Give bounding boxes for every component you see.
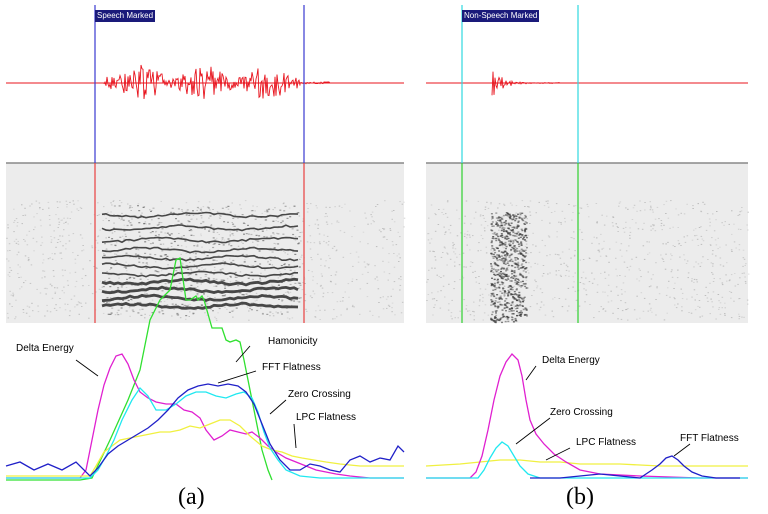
- speech-marked-tag[interactable]: Speech Marked: [95, 10, 156, 22]
- curve-b-delta-energy: [426, 353, 748, 479]
- feature-curves-b: [425, 353, 748, 479]
- nonspeech-marked-tag[interactable]: Non-Speech Marked: [462, 10, 540, 22]
- label-a-delta-energy: Delta Energy: [16, 343, 74, 354]
- label-b-lpc-flatness: LPC Flatness: [576, 437, 637, 448]
- label-a-harmonicity: Hamonicity: [268, 336, 318, 347]
- label-a-zero-crossing: Zero Crossing: [288, 389, 351, 400]
- waveform-b: [491, 71, 561, 96]
- curve-a-zero-crossing: [6, 386, 404, 479]
- waveform-a: [103, 64, 331, 100]
- label-b-delta-energy: Delta Energy: [542, 355, 600, 366]
- label-a-fft-flatness: FFT Flatness: [262, 362, 321, 373]
- annotation-arrows: [75, 345, 691, 461]
- feature-curves-a: [5, 257, 405, 481]
- label-a-lpc-flatness: LPC Flatness: [296, 412, 357, 423]
- curve-b-lpc-flatness: [425, 459, 748, 467]
- caption-b: (b): [566, 484, 594, 510]
- curve-a-harmonicity: [6, 257, 273, 481]
- caption-a: (a): [178, 484, 205, 510]
- curve-a-lpc-flatness: [6, 419, 404, 477]
- spectrogram-b: [426, 162, 750, 324]
- curve-a-delta-energy: [6, 353, 404, 479]
- label-b-fft-flatness: FFT Flatness: [680, 433, 739, 444]
- curve-b-fft-flatness: [530, 455, 740, 479]
- curve-a-fft-flatness: [5, 383, 405, 477]
- label-b-zero-crossing: Zero Crossing: [550, 407, 613, 418]
- spectrogram-a: [6, 162, 406, 323]
